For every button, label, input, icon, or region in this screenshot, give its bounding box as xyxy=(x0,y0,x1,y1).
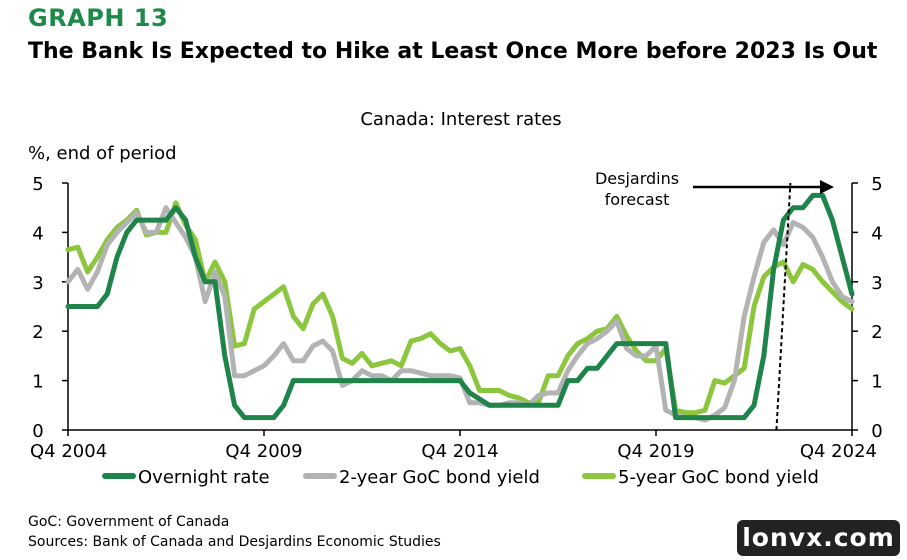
y-tick-label-left: 5 xyxy=(32,174,43,195)
x-tick-label: Q4 2004 xyxy=(30,441,107,462)
legend-label-two-year: 2-year GoC bond yield xyxy=(339,467,540,488)
series-line-five-year xyxy=(65,200,855,416)
y-axis-label: %, end of period xyxy=(28,143,177,164)
forecast-label-line1: Desjardins xyxy=(595,169,679,188)
legend: Overnight rate 2-year GoC bond yield 5-y… xyxy=(102,467,819,488)
y-tick-label-right: 1 xyxy=(871,372,882,393)
y-tick-label-right: 3 xyxy=(871,273,882,294)
series-layer xyxy=(65,192,855,423)
forecast-label-line2: forecast xyxy=(605,190,670,209)
y-tick-label-right: 4 xyxy=(871,223,882,244)
x-tick-label: Q4 2009 xyxy=(225,441,302,462)
y-tick-label-left: 4 xyxy=(32,223,43,244)
y-tick-label-left: 0 xyxy=(32,421,43,442)
chart-title: The Bank Is Expected to Hike at Least On… xyxy=(28,39,878,64)
y-ticks-right: 0 1 2 3 4 5 xyxy=(852,174,883,442)
footnotes: GoC: Government of Canada Sources: Bank … xyxy=(28,512,441,552)
series-line-two-year xyxy=(65,205,855,423)
chart: Canada: Interest rates %, end of period … xyxy=(28,109,883,488)
legend-label-overnight: Overnight rate xyxy=(138,467,270,488)
y-tick-label-right: 5 xyxy=(871,174,882,195)
y-tick-label-left: 1 xyxy=(32,372,43,393)
legend-label-five-year: 5-year GoC bond yield xyxy=(618,467,819,488)
forecast-arrow-head xyxy=(820,180,834,194)
x-ticks: Q4 2004 Q4 2009 Q4 2014 Q4 2019 Q4 2024 xyxy=(30,430,877,462)
y-tick-label-right: 0 xyxy=(871,421,882,442)
y-tick-label-right: 2 xyxy=(871,322,882,343)
x-tick-label: Q4 2024 xyxy=(800,441,877,462)
graph-number: GRAPH 13 xyxy=(28,4,169,32)
chart-subtitle: Canada: Interest rates xyxy=(360,109,561,130)
y-tick-label-left: 2 xyxy=(32,322,43,343)
x-tick-label: Q4 2019 xyxy=(617,441,694,462)
y-ticks-left: 0 1 2 3 4 5 xyxy=(32,174,68,442)
watermark-logo: lonvx.com xyxy=(737,520,900,556)
footnote-abbreviation: GoC: Government of Canada xyxy=(28,514,230,530)
forecast-divider-line xyxy=(775,182,792,431)
series-line-overnight xyxy=(65,192,855,421)
x-tick-label: Q4 2014 xyxy=(421,441,498,462)
footnote-sources: Sources: Bank of Canada and Desjardins E… xyxy=(28,534,441,550)
y-tick-label-left: 3 xyxy=(32,273,43,294)
